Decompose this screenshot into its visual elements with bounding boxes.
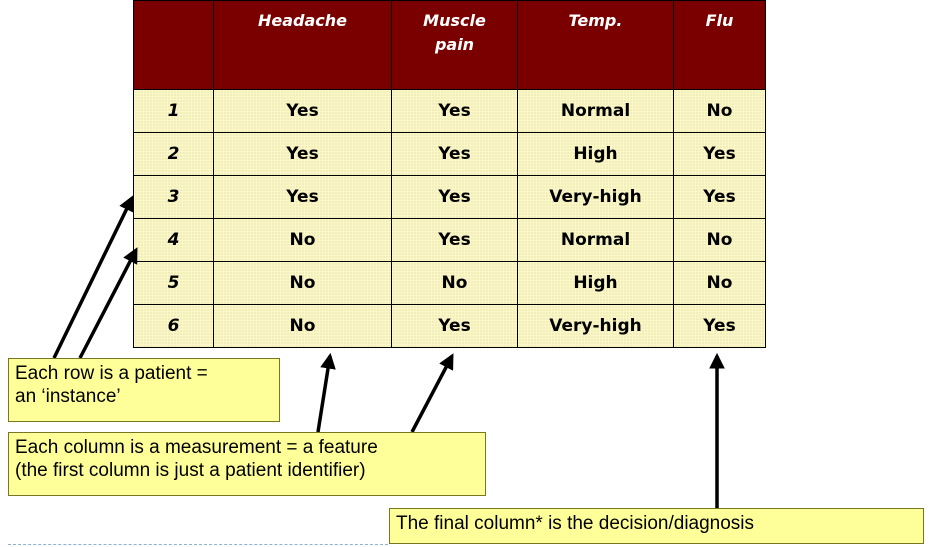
- table-cell: Yes: [391, 218, 518, 262]
- patient-id-cell: 6: [133, 304, 214, 348]
- table-cell: No: [391, 261, 518, 305]
- patient-id-cell: 1: [133, 89, 214, 133]
- instance-note: Each row is a patient = an ‘instance’: [8, 358, 280, 422]
- table-row: 4 No Yes Normal No: [133, 218, 766, 262]
- table-cell: High: [517, 261, 674, 305]
- table-row: 2 Yes Yes High Yes: [133, 132, 766, 176]
- table-cell: No: [673, 89, 766, 133]
- table-cell: Very-high: [517, 175, 674, 219]
- feature-note: Each column is a measurement = a feature…: [8, 432, 486, 496]
- table-cell: No: [213, 304, 392, 348]
- header-muscle-pain-label: Muscle pain: [423, 11, 486, 54]
- arrow-to-row-3: [52, 195, 134, 359]
- table-cell: No: [213, 261, 392, 305]
- table-cell: Normal: [517, 218, 674, 262]
- table-row: 6 No Yes Very-high Yes: [133, 304, 766, 348]
- arrow-to-muscle-pain-column: [410, 353, 454, 433]
- patient-id-cell: 5: [133, 261, 214, 305]
- table-cell: No: [213, 218, 392, 262]
- patient-data-table: Headache Muscle pain Temp. Flu 1 Yes Yes No…: [133, 0, 766, 348]
- table-cell: Normal: [517, 89, 674, 133]
- table-cell: Yes: [391, 175, 518, 219]
- table-cell: No: [673, 218, 766, 262]
- header-temp: Temp.: [517, 0, 674, 90]
- table-header-row: Headache Muscle pain Temp. Flu: [133, 0, 766, 90]
- patient-id-cell: 4: [133, 218, 214, 262]
- arrow-to-row-4: [78, 247, 138, 359]
- table-cell: Yes: [673, 132, 766, 176]
- table-cell: No: [673, 261, 766, 305]
- table-cell: Yes: [673, 175, 766, 219]
- table-cell: High: [517, 132, 674, 176]
- table-row: 5 No No High No: [133, 261, 766, 305]
- decision-note: The final column* is the decision/diagno…: [389, 508, 924, 544]
- header-muscle-pain: Muscle pain: [391, 0, 518, 90]
- header-flu: Flu: [673, 0, 766, 90]
- table-cell: Yes: [213, 132, 392, 176]
- footer-divider: [8, 544, 388, 545]
- table-cell: Yes: [213, 89, 392, 133]
- table-cell: Yes: [673, 304, 766, 348]
- patient-id-cell: 2: [133, 132, 214, 176]
- table-cell: Yes: [391, 132, 518, 176]
- table-cell: Very-high: [517, 304, 674, 348]
- table-cell: Yes: [391, 304, 518, 348]
- table-row: 3 Yes Yes Very-high Yes: [133, 175, 766, 219]
- arrow-to-headache-column: [316, 352, 336, 433]
- header-id: [133, 0, 214, 90]
- table-cell: Yes: [213, 175, 392, 219]
